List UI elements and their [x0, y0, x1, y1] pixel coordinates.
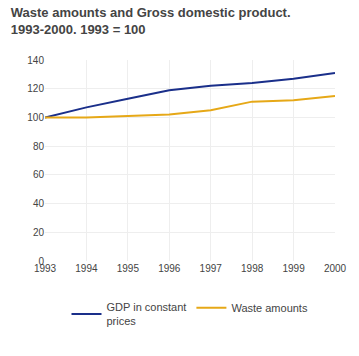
svg-text:0: 0 — [38, 256, 44, 267]
svg-text:1998: 1998 — [241, 263, 264, 274]
svg-text:1999: 1999 — [282, 263, 305, 274]
svg-text:40: 40 — [33, 198, 45, 209]
svg-text:120: 120 — [27, 83, 44, 94]
svg-text:1995: 1995 — [117, 263, 140, 274]
svg-text:1993: 1993 — [34, 263, 57, 274]
svg-text:1997: 1997 — [200, 263, 223, 274]
svg-text:2000: 2000 — [324, 263, 347, 274]
svg-text:Waste amounts: Waste amounts — [231, 302, 308, 314]
svg-text:Waste amounts and Gross domest: Waste amounts and Gross domestic product… — [11, 5, 291, 37]
svg-text:GDP in constantprices: GDP in constantprices — [107, 301, 187, 327]
svg-text:80: 80 — [33, 141, 45, 152]
svg-text:20: 20 — [33, 227, 45, 238]
svg-text:100: 100 — [27, 112, 44, 123]
svg-text:1996: 1996 — [158, 263, 181, 274]
svg-text:1994: 1994 — [75, 263, 98, 274]
svg-text:140: 140 — [27, 55, 44, 66]
svg-text:60: 60 — [33, 169, 45, 180]
